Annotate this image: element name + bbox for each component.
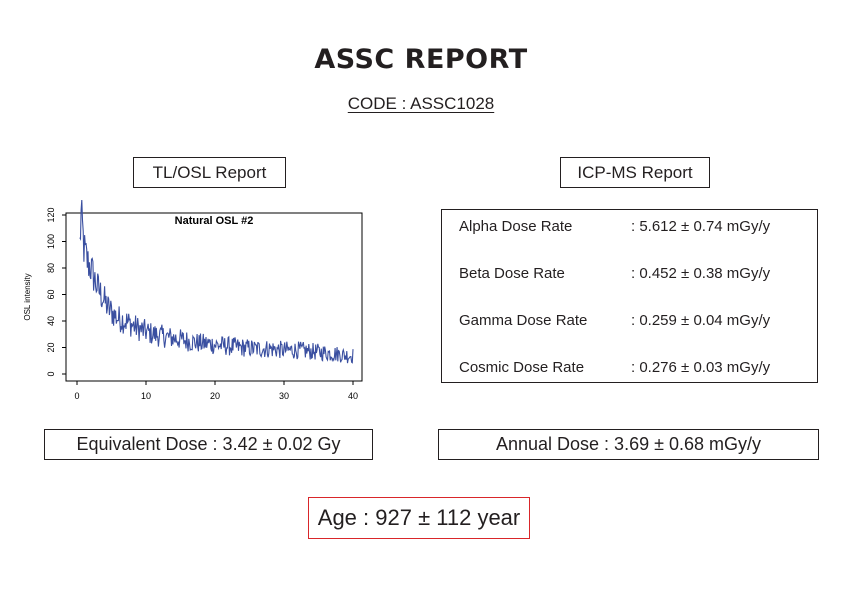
- chart-y-axis: 0 20 40 60 80 100 120: [46, 207, 66, 377]
- chart-plot-frame: [65, 212, 363, 382]
- x-tick-label: 0: [74, 391, 79, 401]
- y-tick-label: 0: [46, 371, 56, 376]
- y-tick-label: 20: [46, 342, 56, 352]
- y-tick-label: 80: [46, 263, 56, 273]
- x-tick-label: 20: [210, 391, 220, 401]
- x-tick-label: 40: [348, 391, 358, 401]
- dose-rate-table: Alpha Dose Rate : 5.612 ± 0.74 mGy/y Bet…: [441, 209, 818, 383]
- dose-row-label: Beta Dose Rate: [459, 265, 565, 282]
- age-result-box: Age : 927 ± 112 year: [308, 497, 530, 539]
- dose-row-value: : 5.612 ± 0.74 mGy/y: [631, 218, 771, 235]
- report-code-text: CODE : ASSC1028: [347, 94, 495, 113]
- chart-title: Natural OSL #2: [175, 215, 254, 227]
- x-tick-label: 10: [141, 391, 151, 401]
- chart-x-axis: 0 10 20 30 40: [74, 381, 358, 401]
- dose-row-value: : 0.452 ± 0.38 mGy/y: [631, 265, 771, 282]
- osl-chart: Natural OSL #2 OSL intensity 0 10 20 30 40 0…: [23, 200, 363, 401]
- icp-ms-heading: ICP-MS Report: [560, 157, 710, 188]
- y-tick-label: 40: [46, 316, 56, 326]
- report-code: CODE : ASSC1028: [0, 94, 842, 114]
- annual-dose-box: Annual Dose : 3.69 ± 0.68 mGy/y: [438, 429, 819, 460]
- y-tick-label: 60: [46, 289, 56, 299]
- y-tick-label: 100: [46, 234, 56, 249]
- dose-row-label: Cosmic Dose Rate: [459, 359, 585, 376]
- tl-osl-heading: TL/OSL Report: [133, 157, 286, 188]
- y-tick-label: 120: [46, 207, 56, 222]
- dose-row-value: : 0.259 ± 0.04 mGy/y: [631, 312, 771, 329]
- x-tick-label: 30: [279, 391, 289, 401]
- report-title: ASSC REPORT: [314, 44, 528, 75]
- chart-y-axis-label: OSL intensity: [23, 273, 32, 320]
- dose-row-label: Alpha Dose Rate: [459, 218, 573, 235]
- chart-series-line: [79, 200, 354, 364]
- dose-row-label: Gamma Dose Rate: [459, 312, 588, 329]
- dose-row-value: : 0.276 ± 0.03 mGy/y: [631, 359, 771, 376]
- equivalent-dose-box: Equivalent Dose : 3.42 ± 0.02 Gy: [44, 429, 373, 460]
